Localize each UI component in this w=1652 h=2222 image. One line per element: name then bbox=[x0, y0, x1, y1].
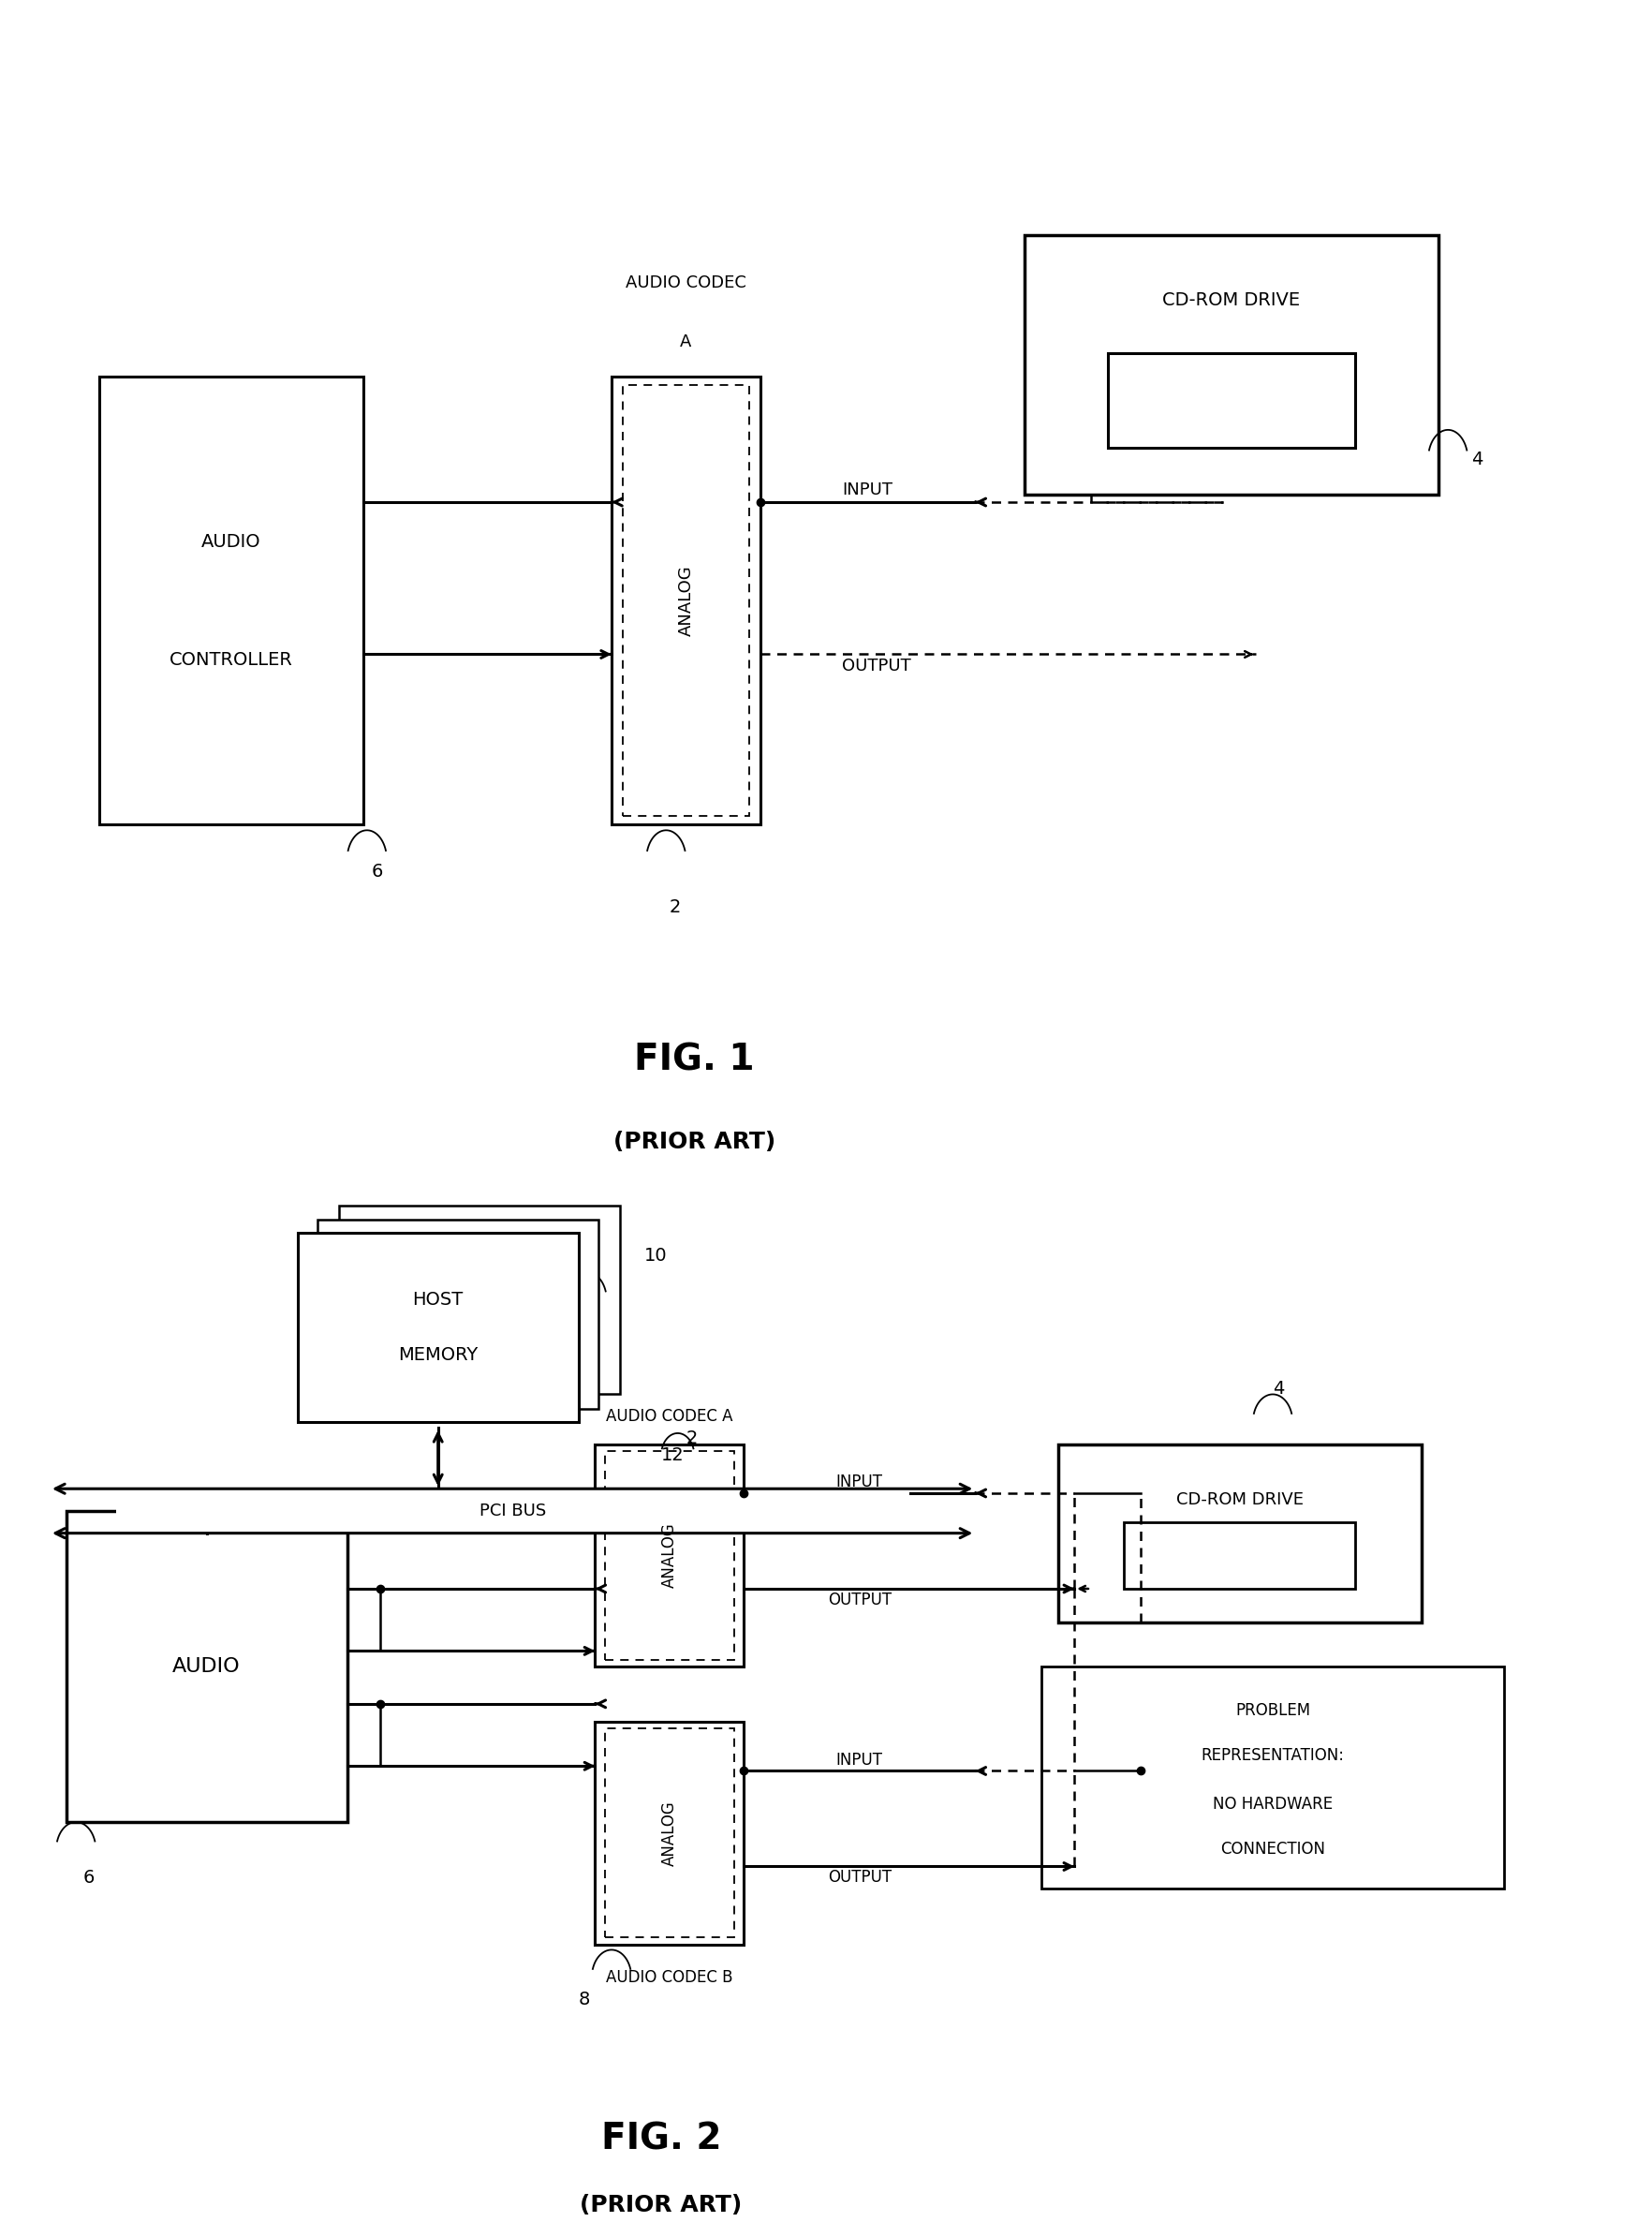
Bar bbox=[317, 1220, 598, 1409]
Text: OUTPUT: OUTPUT bbox=[828, 1591, 890, 1609]
Bar bbox=[66, 1511, 347, 1822]
Bar bbox=[99, 378, 363, 824]
Text: AUDIO: AUDIO bbox=[202, 533, 261, 551]
Bar bbox=[339, 1204, 620, 1395]
Bar bbox=[1107, 353, 1355, 447]
Text: REPRESENTATION:: REPRESENTATION: bbox=[1201, 1746, 1343, 1764]
Text: 6: 6 bbox=[372, 862, 383, 880]
Bar bbox=[297, 1233, 578, 1422]
Text: (PRIOR ART): (PRIOR ART) bbox=[613, 1131, 775, 1153]
Text: 2: 2 bbox=[669, 898, 681, 915]
Text: INPUT: INPUT bbox=[836, 1751, 882, 1769]
Text: HOST: HOST bbox=[413, 1291, 463, 1309]
Text: NO HARDWARE: NO HARDWARE bbox=[1213, 1795, 1332, 1813]
Text: CONTROLLER: CONTROLLER bbox=[170, 651, 292, 669]
Text: INPUT: INPUT bbox=[836, 1473, 882, 1491]
Text: ANALOG: ANALOG bbox=[677, 564, 694, 635]
Text: CONNECTION: CONNECTION bbox=[1219, 1840, 1325, 1858]
Text: CD-ROM DRIVE: CD-ROM DRIVE bbox=[1175, 1491, 1303, 1509]
Text: FIG. 2: FIG. 2 bbox=[601, 2120, 720, 2158]
Text: 10: 10 bbox=[644, 1247, 667, 1264]
Text: ANALOG: ANALOG bbox=[661, 1800, 677, 1866]
Text: AUDIO: AUDIO bbox=[172, 1658, 241, 1675]
Text: MEMORY: MEMORY bbox=[398, 1347, 477, 1364]
Text: (PRIOR ART): (PRIOR ART) bbox=[580, 2193, 742, 2218]
Bar bbox=[623, 384, 748, 815]
Bar bbox=[605, 1729, 733, 1938]
Text: 4: 4 bbox=[1470, 451, 1482, 469]
Bar bbox=[1123, 1522, 1355, 1589]
Bar bbox=[595, 1722, 743, 1944]
Bar bbox=[1024, 236, 1437, 496]
Text: FIG. 1: FIG. 1 bbox=[634, 1042, 753, 1078]
Bar bbox=[611, 378, 760, 824]
Text: ANALOG: ANALOG bbox=[661, 1522, 677, 1589]
Text: INPUT: INPUT bbox=[843, 482, 892, 498]
Bar bbox=[116, 1489, 909, 1533]
Bar bbox=[595, 1444, 743, 1666]
Bar bbox=[1041, 1666, 1503, 1889]
Text: A: A bbox=[679, 333, 692, 349]
Text: 6: 6 bbox=[83, 1869, 94, 1886]
Text: 2: 2 bbox=[686, 1429, 697, 1449]
Text: OUTPUT: OUTPUT bbox=[828, 1869, 890, 1886]
Text: AUDIO CODEC: AUDIO CODEC bbox=[624, 273, 747, 291]
Bar bbox=[1057, 1444, 1421, 1622]
Text: AUDIO CODEC B: AUDIO CODEC B bbox=[606, 1969, 732, 1986]
Text: 12: 12 bbox=[661, 1447, 684, 1464]
Text: OUTPUT: OUTPUT bbox=[841, 658, 910, 675]
Text: PROBLEM: PROBLEM bbox=[1234, 1702, 1310, 1720]
Text: CD-ROM DRIVE: CD-ROM DRIVE bbox=[1161, 291, 1300, 309]
Text: PCI BUS: PCI BUS bbox=[479, 1502, 545, 1520]
Bar bbox=[605, 1451, 733, 1660]
Text: 8: 8 bbox=[578, 1991, 590, 2009]
Text: 4: 4 bbox=[1272, 1380, 1284, 1398]
Text: AUDIO CODEC A: AUDIO CODEC A bbox=[606, 1409, 732, 1424]
